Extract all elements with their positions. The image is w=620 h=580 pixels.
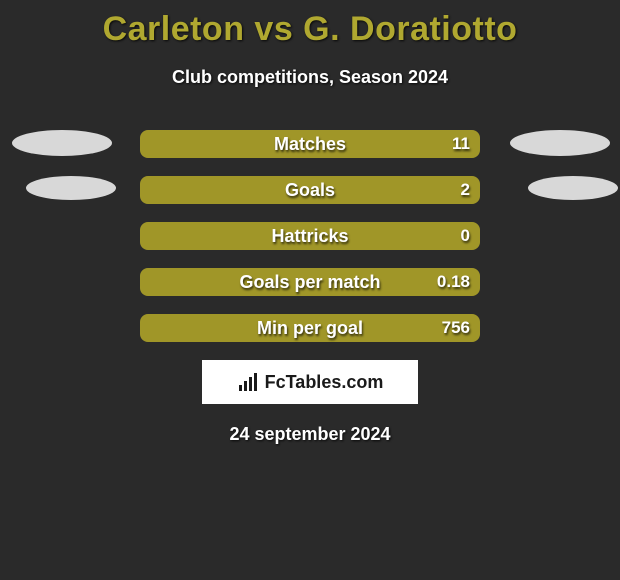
- stat-value: 11: [452, 134, 470, 154]
- stat-row-goals: Goals 2: [0, 176, 620, 204]
- stat-label: Matches: [274, 134, 346, 155]
- stat-row-min-per-goal: Min per goal 756: [0, 314, 620, 342]
- date-text: 24 september 2024: [0, 424, 620, 445]
- stat-bar: Goals per match 0.18: [140, 268, 480, 296]
- stat-bar: Hattricks 0: [140, 222, 480, 250]
- stat-row-goals-per-match: Goals per match 0.18: [0, 268, 620, 296]
- stat-bar: Matches 11: [140, 130, 480, 158]
- stat-value: 0: [461, 226, 470, 246]
- stat-label: Hattricks: [271, 226, 348, 247]
- stat-label: Min per goal: [257, 318, 363, 339]
- stat-value: 0.18: [437, 272, 470, 292]
- subtitle: Club competitions, Season 2024: [0, 67, 620, 88]
- stat-row-hattricks: Hattricks 0: [0, 222, 620, 250]
- page-title: Carleton vs G. Doratiotto: [0, 0, 620, 49]
- stat-bar: Min per goal 756: [140, 314, 480, 342]
- stat-label: Goals: [285, 180, 335, 201]
- logo-text: FcTables.com: [265, 372, 384, 393]
- stat-label: Goals per match: [239, 272, 380, 293]
- stat-value: 756: [442, 318, 470, 338]
- chart-icon: [237, 371, 259, 393]
- stat-value: 2: [461, 180, 470, 200]
- stats-area: Matches 11 Goals 2 Hattricks 0 Goals per…: [0, 130, 620, 342]
- logo-box[interactable]: FcTables.com: [202, 360, 418, 404]
- stat-bar: Goals 2: [140, 176, 480, 204]
- stat-row-matches: Matches 11: [0, 130, 620, 158]
